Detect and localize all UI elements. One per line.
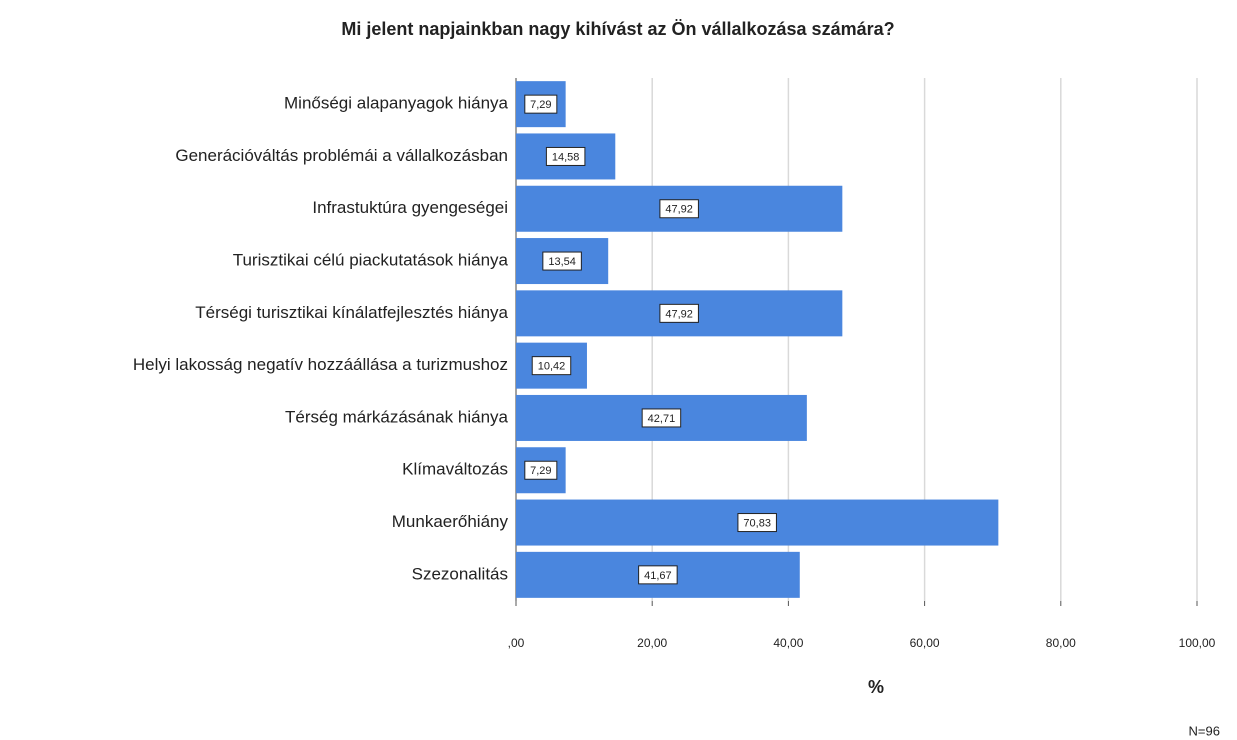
- y-tick-label: Minőségi alapanyagok hiánya: [284, 94, 509, 113]
- x-tick-label: ,00: [508, 636, 525, 650]
- x-tick-label: 60,00: [910, 636, 940, 650]
- value-label: 14,58: [552, 151, 580, 163]
- x-axis-label: %: [868, 677, 884, 697]
- annotation: N=96: [1189, 723, 1220, 738]
- y-tick-label: Generációváltás problémái a vállalkozásb…: [175, 146, 508, 165]
- value-label-box: [638, 565, 678, 585]
- value-label: 47,92: [665, 308, 693, 320]
- value-label: 7,29: [530, 99, 551, 111]
- y-tick-label: Infrastuktúra gyengeségei: [312, 198, 508, 217]
- value-label-box: [659, 303, 699, 323]
- value-label-box: [641, 408, 682, 428]
- value-label-box: [659, 199, 699, 219]
- x-tick-label: 40,00: [773, 636, 803, 650]
- value-label-box: [542, 251, 582, 271]
- y-tick-label: Munkaerőhiány: [392, 512, 509, 531]
- value-label: 41,67: [644, 570, 672, 582]
- value-label: 47,92: [665, 204, 693, 216]
- x-tick-label: 100,00: [1179, 636, 1216, 650]
- value-label-box: [531, 356, 572, 376]
- y-tick-label: Szezonalitás: [412, 564, 508, 583]
- y-tick-label: Klímaváltozás: [402, 460, 508, 479]
- value-label: 7,29: [530, 465, 551, 477]
- value-label: 13,54: [548, 256, 576, 268]
- value-label: 70,83: [743, 517, 771, 529]
- y-tick-label: Térségi turisztikai kínálatfejlesztés hi…: [195, 303, 508, 322]
- x-tick-label: 80,00: [1046, 636, 1076, 650]
- value-label-box: [524, 460, 558, 480]
- value-label-box: [545, 146, 586, 166]
- value-label-box: [737, 513, 777, 533]
- chart-title: Mi jelent napjainkban nagy kihívást az Ö…: [341, 19, 894, 39]
- y-tick-label: Helyi lakosság negatív hozzáállása a tur…: [133, 355, 508, 374]
- value-label: 42,71: [648, 413, 676, 425]
- y-tick-label: Turisztikai célú piackutatások hiánya: [233, 251, 509, 270]
- y-tick-label: Térség márkázásának hiánya: [285, 407, 509, 426]
- x-tick-label: 20,00: [637, 636, 667, 650]
- value-label: 10,42: [538, 361, 566, 373]
- value-label-box: [524, 94, 558, 114]
